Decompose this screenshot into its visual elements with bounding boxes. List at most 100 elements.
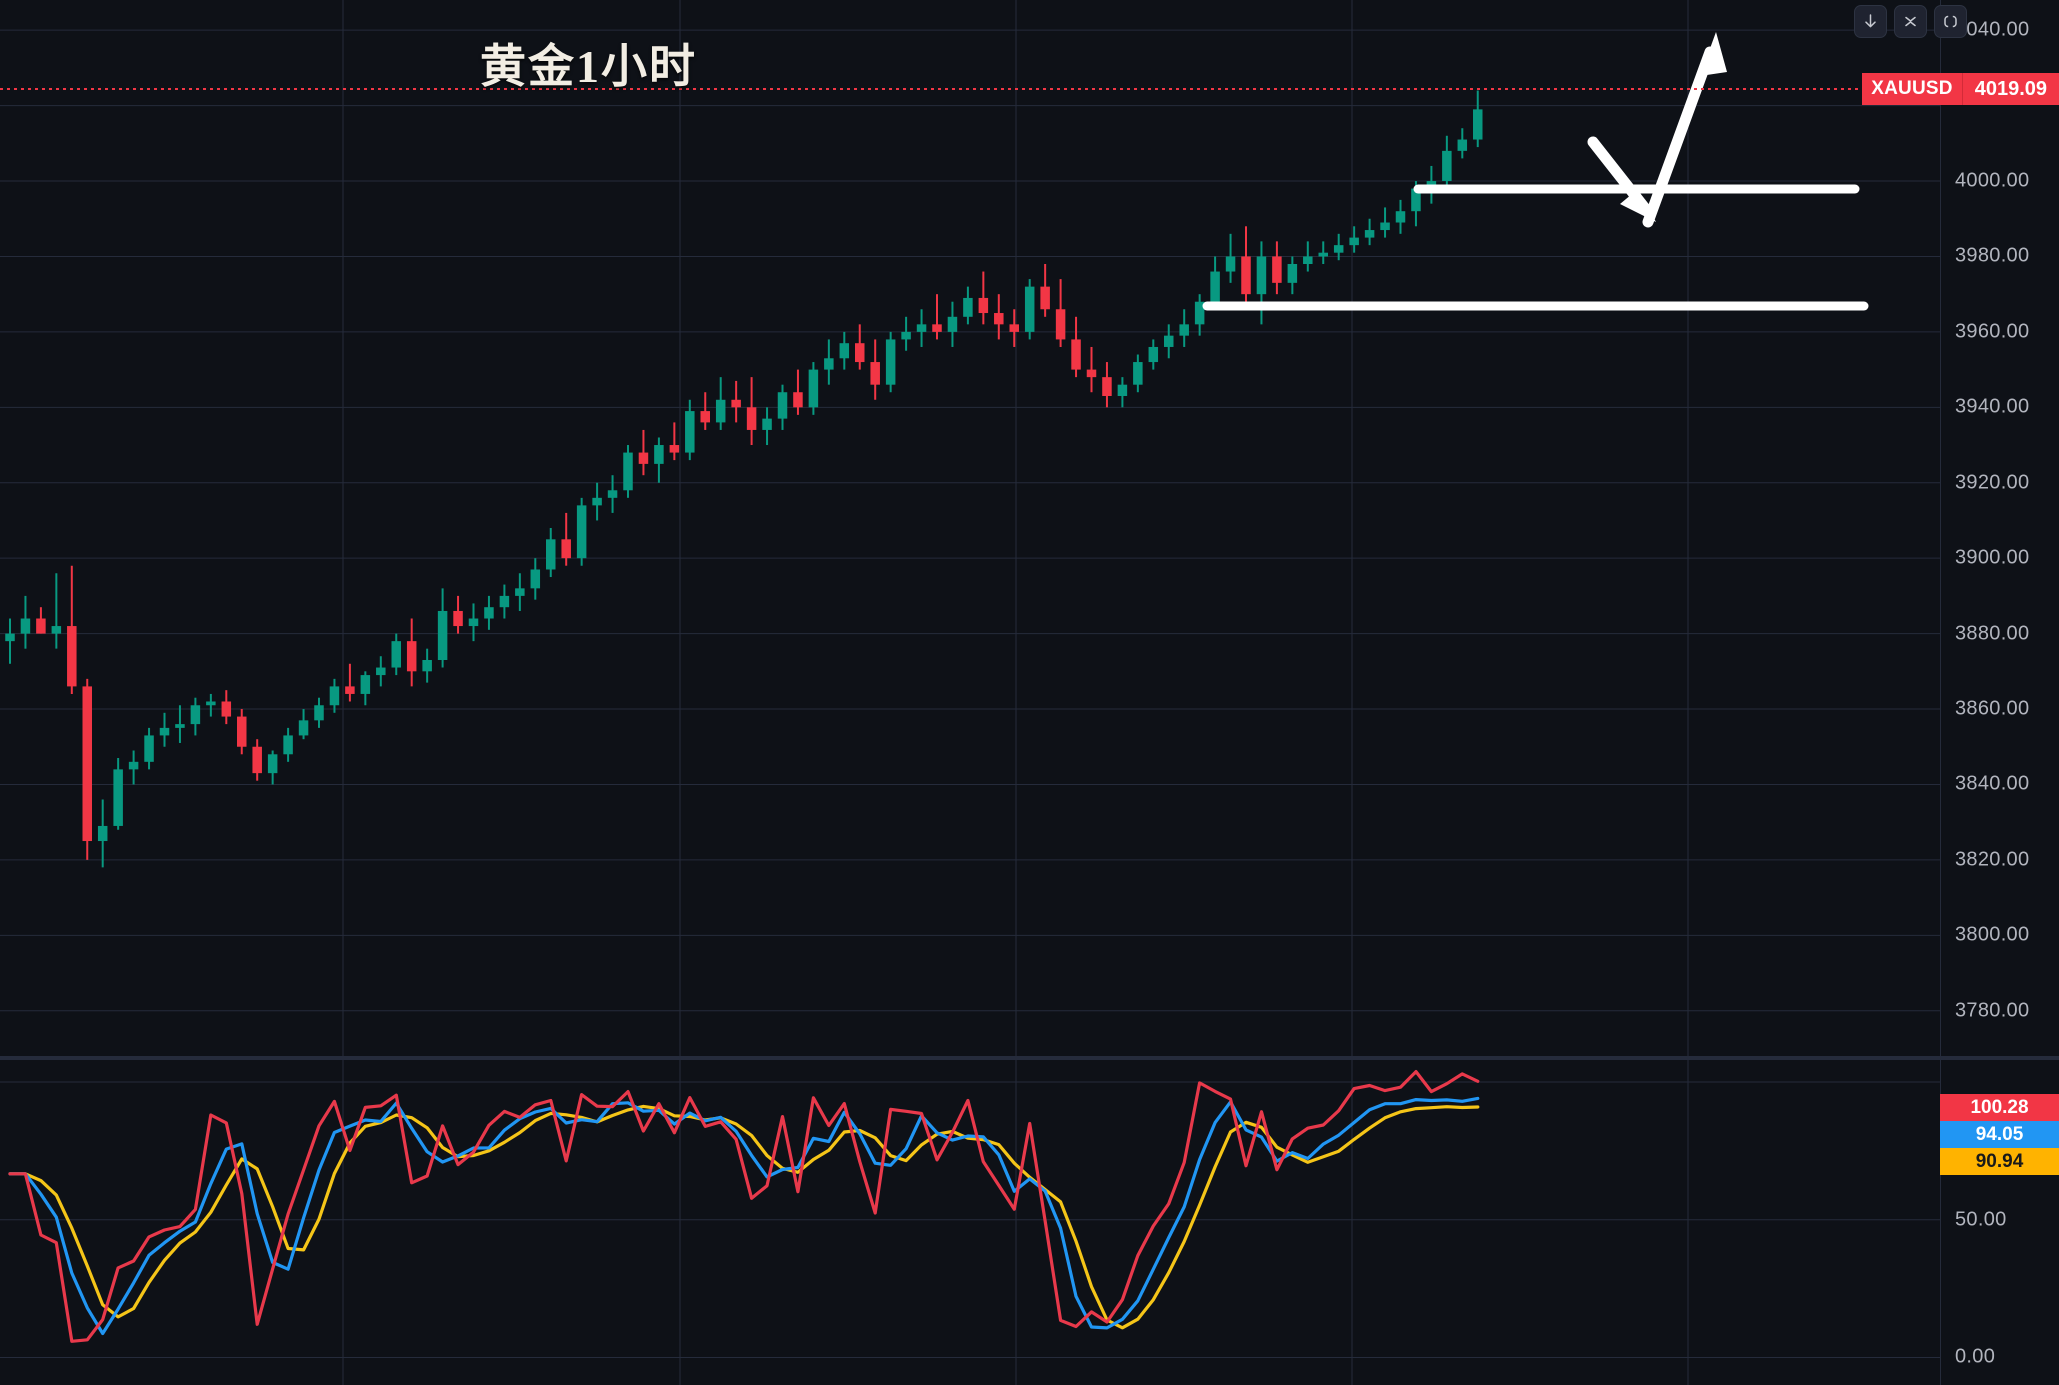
candle-body xyxy=(159,727,170,736)
price-tick-label: 3840.00 xyxy=(1955,772,2030,795)
oscillator-slow-tag: 90.94 xyxy=(1940,1148,2059,1175)
candle-body xyxy=(1364,230,1375,238)
candle-body xyxy=(1287,264,1298,283)
candle-body xyxy=(669,445,680,453)
price-scale[interactable]: 4040.00 4000.00 3980.00 3960.00 3940.00 3920.… xyxy=(1940,0,2059,1056)
candle-body xyxy=(561,539,571,559)
oscillator-fast-value: 100.28 xyxy=(1970,1096,2029,1118)
candle-body xyxy=(67,626,77,687)
candle-body xyxy=(607,490,618,498)
candle-body xyxy=(175,724,185,728)
candle-body xyxy=(746,407,757,430)
candle-body xyxy=(916,324,927,332)
price-pane[interactable]: 4040.00 4000.00 3980.00 3960.00 3940.00 3920.… xyxy=(0,0,2059,1056)
price-tick-label: 4040.00 xyxy=(1955,18,2030,41)
chart-toolbar[interactable] xyxy=(1854,5,1967,38)
candle-body xyxy=(638,452,649,464)
candle-body xyxy=(777,392,788,419)
oscillator-line-slow xyxy=(8,1104,1480,1330)
price-tick-label: 3780.00 xyxy=(1955,999,2030,1022)
fullscreen-icon xyxy=(1942,13,1959,30)
candle-body xyxy=(376,667,386,676)
annotation-layer[interactable] xyxy=(0,0,1940,1056)
candle-body xyxy=(406,641,417,672)
candle-body xyxy=(1395,211,1406,223)
candle-body xyxy=(885,339,896,385)
collapse-pane-icon xyxy=(1902,13,1919,30)
candle-body xyxy=(1071,339,1081,370)
price-tick-label: 3960.00 xyxy=(1955,320,2030,343)
price-tick-label: 3880.00 xyxy=(1955,622,2030,645)
price-candles-layer xyxy=(0,0,1940,1056)
indicator-plot-area[interactable] xyxy=(0,1060,1940,1385)
oscillator-line-fast xyxy=(8,1070,1480,1343)
candle-body xyxy=(546,539,556,570)
candle-body xyxy=(1380,222,1390,231)
collapse-pane-button[interactable] xyxy=(1894,5,1927,38)
scroll-to-realtime-button[interactable] xyxy=(1854,5,1887,38)
indicator-pane[interactable]: 50.00 0.00 100.28 94.05 90.94 xyxy=(0,1060,2059,1385)
candle-body xyxy=(623,452,633,491)
candle-body xyxy=(499,595,510,608)
price-tick-label: 3920.00 xyxy=(1955,471,2030,494)
candle-body xyxy=(762,418,772,430)
candle-body xyxy=(515,588,525,596)
price-plot-area[interactable] xyxy=(0,0,1940,1056)
oscillator-mid-tag: 94.05 xyxy=(1940,1121,2059,1148)
scroll-to-realtime-icon xyxy=(1862,13,1879,30)
price-gridlines xyxy=(0,0,1940,1056)
candle-body xyxy=(5,633,15,642)
price-tick-label: 3860.00 xyxy=(1955,697,2030,720)
candle-body xyxy=(1411,188,1421,212)
candle-body xyxy=(437,610,448,660)
last-price-tag[interactable]: XAUUSD 4019.09 xyxy=(1862,73,2059,105)
candle-body xyxy=(700,411,710,423)
candle-body xyxy=(206,701,216,706)
candle-body xyxy=(1442,150,1452,182)
candle-body xyxy=(20,618,31,634)
oscillator-fast-tag: 100.28 xyxy=(1940,1094,2059,1121)
candle-body xyxy=(1086,369,1097,378)
candle-body xyxy=(1164,335,1174,347)
candle-body xyxy=(484,607,494,619)
candle-body xyxy=(1272,256,1282,283)
candle-body xyxy=(144,735,154,762)
candlesticks xyxy=(5,90,1483,868)
candle-body xyxy=(1256,256,1267,295)
candle-body xyxy=(1457,139,1468,151)
candle-body xyxy=(1473,109,1483,140)
oscillator-mid-value: 94.05 xyxy=(1975,1123,2024,1145)
candle-body xyxy=(1117,384,1128,396)
candle-body xyxy=(1148,346,1159,363)
candle-body xyxy=(994,313,1004,325)
last-price-value: 4019.09 xyxy=(1961,73,2059,105)
candle-body xyxy=(128,761,139,770)
indicator-gridlines xyxy=(0,1060,1940,1385)
candle-body xyxy=(947,316,958,332)
candle-body xyxy=(1225,256,1236,272)
fullscreen-button[interactable] xyxy=(1934,5,1967,38)
oscillator-series xyxy=(8,1070,1480,1343)
candle-body xyxy=(252,746,262,774)
candle-body xyxy=(963,297,973,317)
candle-body xyxy=(237,716,247,747)
candle-body xyxy=(422,660,432,672)
candle-body xyxy=(1040,286,1050,310)
candle-body xyxy=(360,675,371,694)
candle-body xyxy=(1133,362,1143,385)
candle-body xyxy=(1318,252,1328,257)
candle-body xyxy=(267,754,278,774)
candle-body xyxy=(314,705,324,721)
pane-divider[interactable] xyxy=(0,1056,2059,1060)
candle-body xyxy=(1055,309,1066,340)
candle-body xyxy=(345,686,355,694)
candle-body xyxy=(36,618,46,634)
candle-body xyxy=(1303,256,1313,264)
indicator-tick-label: 0.00 xyxy=(1955,1345,1996,1368)
candle-body xyxy=(978,297,989,314)
price-tick-label: 3900.00 xyxy=(1955,546,2030,569)
candle-body xyxy=(685,411,695,453)
price-tick-label: 3800.00 xyxy=(1955,923,2030,946)
up-arrow[interactable] xyxy=(1642,32,1727,228)
